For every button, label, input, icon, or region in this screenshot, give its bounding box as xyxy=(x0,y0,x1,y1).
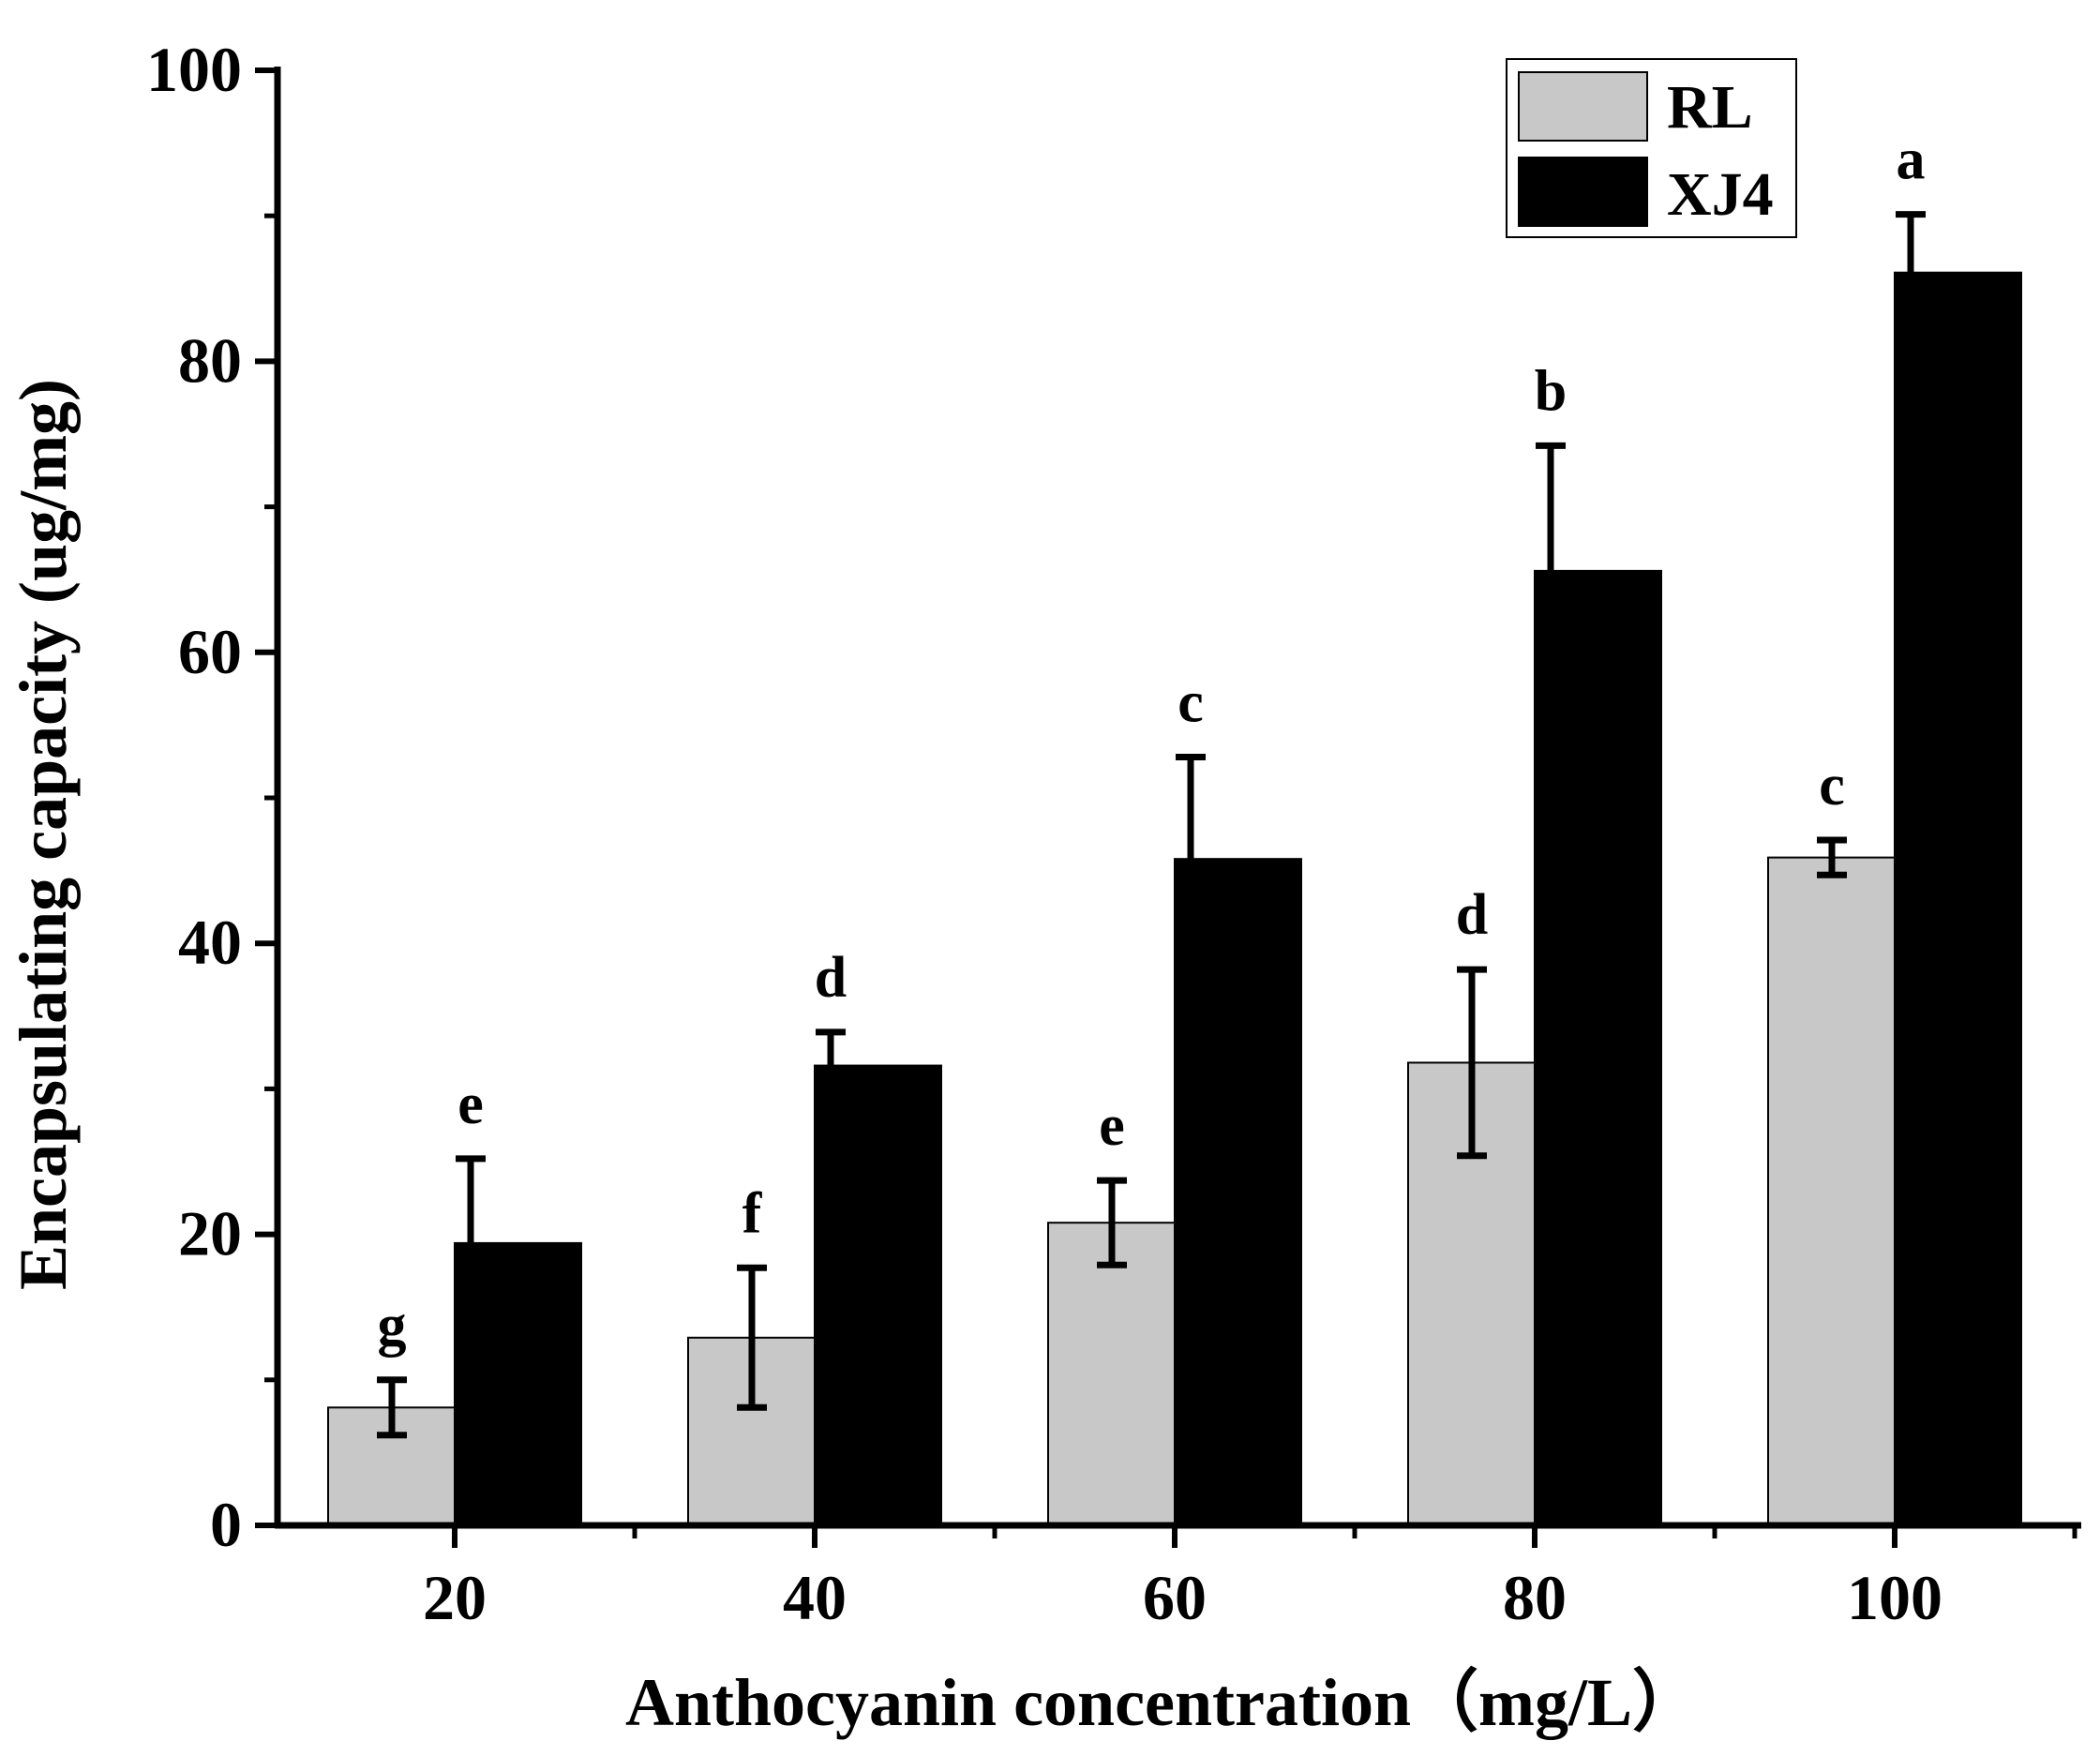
legend-label-rl: RL xyxy=(1667,73,1753,142)
bars-layer xyxy=(327,271,2022,1526)
legend-swatch-xj4 xyxy=(1518,157,1648,227)
significance-letter-xj4-60: c xyxy=(1178,671,1204,735)
error-bar-rl-80 xyxy=(1457,966,1487,1160)
bar-xj4-60 xyxy=(1174,858,1302,1526)
x-axis-title: Anthocyanin concentration（mg/L） xyxy=(625,1665,1700,1740)
significance-letter-rl-60: e xyxy=(1099,1094,1125,1158)
legend-label-xj4: XJ4 xyxy=(1667,160,1774,229)
x-tick-label-60: 60 xyxy=(1143,1562,1207,1633)
significance-letter-rl-80: d xyxy=(1456,883,1488,947)
y-tick-label-40: 40 xyxy=(178,907,242,978)
error-bar-xj4-60 xyxy=(1176,754,1206,860)
error-bar-rl-100 xyxy=(1817,836,1847,878)
y-tick-label-0: 0 xyxy=(210,1489,242,1560)
y-tick-label-20: 20 xyxy=(178,1198,242,1269)
axes-layer: 0 20 40 60 80 100 20 40 60 80 100 xyxy=(146,34,2081,1633)
x-tick-label-80: 80 xyxy=(1503,1562,1567,1633)
y-tick-label-60: 60 xyxy=(178,616,242,687)
bar-xj4-40 xyxy=(814,1064,942,1526)
significance-letter-xj4-20: e xyxy=(458,1073,484,1136)
significance-letter-xj4-40: d xyxy=(815,946,847,1010)
bar-xj4-20 xyxy=(454,1241,582,1526)
error-bars-layer xyxy=(377,211,1926,1439)
y-axis-title: Encapsulating capacity (ug/mg) xyxy=(6,379,81,1290)
error-bar-rl-20 xyxy=(377,1376,407,1439)
significance-letter-rl-100: c xyxy=(1819,754,1845,818)
error-bar-rl-60 xyxy=(1097,1177,1127,1268)
x-tick-label-100: 100 xyxy=(1847,1562,1942,1633)
legend: RL XJ4 xyxy=(1506,58,1797,238)
legend-swatch-rl xyxy=(1518,71,1648,142)
error-bar-xj4-20 xyxy=(456,1155,486,1243)
y-tick-label-100: 100 xyxy=(146,34,242,105)
error-bar-rl-40 xyxy=(737,1264,767,1411)
x-tick-label-20: 20 xyxy=(423,1562,487,1633)
error-bar-xj4-100 xyxy=(1896,211,1926,273)
y-tick-label-80: 80 xyxy=(178,324,242,396)
x-tick-label-40: 40 xyxy=(783,1562,847,1633)
error-bar-xj4-40 xyxy=(816,1028,846,1066)
bar-xj4-100 xyxy=(1894,271,2022,1526)
significance-letter-rl-20: g xyxy=(378,1294,407,1358)
significance-letters-layer: g e f d e c d b c a xyxy=(378,128,1926,1358)
significance-letter-rl-40: f xyxy=(742,1181,763,1245)
bar-rl-100 xyxy=(1767,856,1896,1526)
significance-letter-xj4-80: b xyxy=(1535,359,1567,423)
significance-letter-xj4-100: a xyxy=(1897,128,1926,192)
bar-xj4-80 xyxy=(1534,569,1662,1526)
error-bar-xj4-80 xyxy=(1536,442,1566,571)
